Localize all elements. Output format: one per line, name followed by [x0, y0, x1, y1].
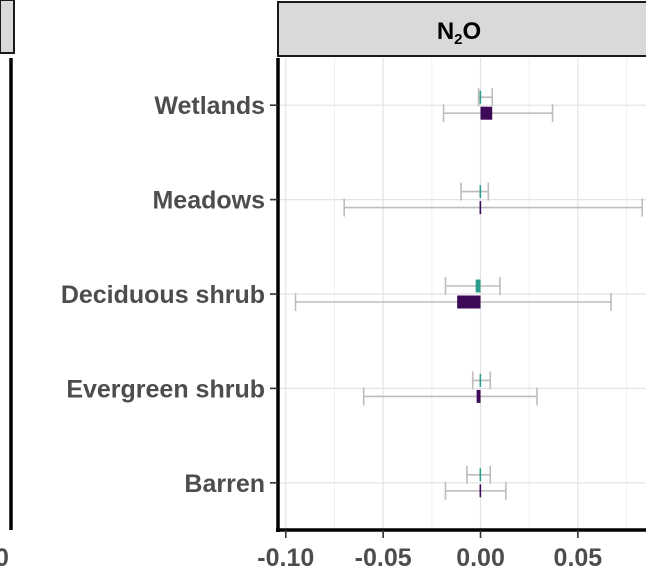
bar — [476, 389, 481, 403]
bar — [479, 373, 482, 387]
bar — [479, 468, 482, 482]
left-facet-strip-edge — [0, 0, 15, 54]
x-tick-label: 0.00 — [456, 544, 505, 571]
y-tick-label: Wetlands — [154, 92, 265, 120]
grid — [278, 58, 646, 530]
y-tick-label: Barren — [184, 470, 265, 498]
x-tick-label: -0.10 — [257, 544, 314, 571]
facet-title: N2O — [437, 18, 481, 48]
y-tick-label: Deciduous shrub — [61, 281, 265, 309]
bar — [475, 279, 481, 293]
x-tick-label: -0.05 — [355, 544, 412, 571]
bar — [480, 106, 493, 120]
y-tick-label: Meadows — [152, 187, 265, 215]
bars — [457, 90, 493, 498]
y-ticks: Wetlands Meadows Deciduous shrub Evergreen … — [61, 92, 278, 498]
y-tick-label: Evergreen shrub — [66, 375, 265, 403]
bar — [457, 295, 481, 309]
left-facet-tick-fragment: 0 — [0, 544, 9, 571]
x-ticks: -0.10 -0.05 0.00 0.05 — [257, 530, 602, 571]
bar — [479, 201, 482, 215]
bar — [479, 484, 482, 498]
error-bars — [294, 88, 643, 500]
facet-title-main: N — [437, 18, 454, 45]
facet-strip — [277, 1, 646, 57]
facet-title-subscript: 2 — [454, 31, 462, 48]
bar — [479, 185, 482, 199]
x-tick-label: 0.05 — [554, 544, 603, 571]
bar — [479, 90, 482, 104]
facet-title-suffix: O — [463, 18, 482, 45]
